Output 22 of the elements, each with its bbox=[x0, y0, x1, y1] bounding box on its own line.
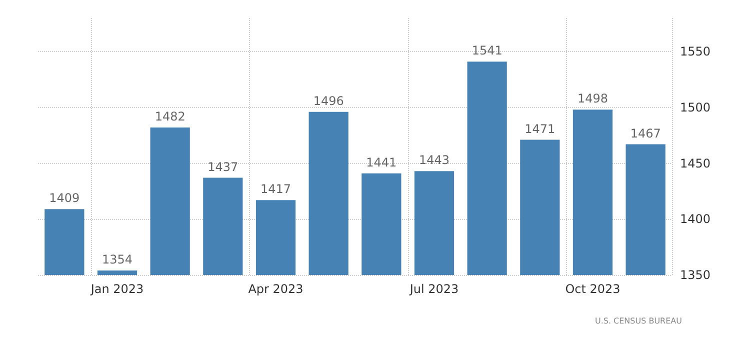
data-label: 1471 bbox=[524, 122, 556, 136]
data-label: 1437 bbox=[208, 160, 238, 174]
text: U.S. CENSUS BUREAU bbox=[594, 316, 682, 326]
data-label: 1417 bbox=[260, 182, 292, 196]
data-label: 1441 bbox=[366, 155, 397, 170]
y-tick-label: 1550 bbox=[680, 44, 711, 59]
data-label: 1443 bbox=[418, 153, 450, 168]
x-tick-label: Jul 2023 bbox=[408, 282, 459, 296]
y-tick-label: 1400 bbox=[680, 212, 711, 226]
data-label: 1541 bbox=[472, 44, 502, 58]
data-label: 1409 bbox=[49, 191, 80, 206]
x-tick-label: Jan 2023 bbox=[90, 282, 144, 296]
y-tick-label: 1350 bbox=[680, 268, 711, 282]
data-label: 1482 bbox=[154, 110, 186, 124]
data-label: 1496 bbox=[313, 94, 344, 108]
data-label: 1467 bbox=[630, 126, 661, 140]
x-tick-label: Oct 2023 bbox=[565, 282, 620, 296]
data-label: 1354 bbox=[102, 252, 133, 267]
data-label: 1498 bbox=[577, 92, 608, 106]
x-tick-label: Apr 2023 bbox=[248, 282, 304, 296]
y-tick-label: 1500 bbox=[680, 100, 711, 114]
y-tick-label: 1450 bbox=[680, 156, 711, 170]
